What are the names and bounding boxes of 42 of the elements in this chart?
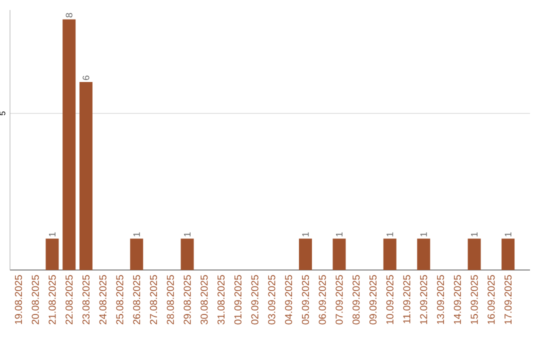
- x-tick-label: 23.08.2025: [82, 275, 90, 324]
- data-label: 1: [184, 232, 190, 236]
- x-tick-label: 02.09.2025: [251, 275, 258, 324]
- x-tick-label: 21.08.2025: [48, 275, 56, 324]
- data-label: 1: [49, 232, 56, 236]
- y-tick-label: 5: [0, 111, 6, 116]
- x-tick-label: 20.08.2025: [32, 275, 39, 324]
- x-tick-label: 27.08.2025: [150, 275, 158, 324]
- x-tick-label: 09.09.2025: [369, 275, 377, 324]
- x-tick-label: 19.08.2025: [14, 275, 22, 324]
- data-label: 8: [66, 13, 72, 18]
- x-tick-label: 05.09.2025: [302, 275, 310, 324]
- data-label: 1: [504, 232, 512, 236]
- x-tick-label: 16.09.2025: [488, 275, 495, 324]
- x-tick-label: 30.08.2025: [200, 275, 208, 324]
- x-tick-label: 10.09.2025: [386, 275, 394, 324]
- data-label: 1: [336, 232, 342, 236]
- x-tick-label: 03.09.2025: [268, 275, 276, 324]
- x-tick-label: 29.08.2025: [184, 275, 191, 324]
- x-tick-label: 14.09.2025: [454, 275, 461, 324]
- x-tick-label: 22.08.2025: [66, 275, 73, 324]
- x-tick-label: 26.08.2025: [133, 275, 140, 324]
- data-label: 1: [420, 232, 427, 236]
- x-tick-label: 24.08.2025: [99, 275, 106, 324]
- data-label: 6: [82, 76, 90, 80]
- x-tick-label: 07.09.2025: [336, 275, 343, 324]
- x-tick-label: 06.09.2025: [318, 275, 326, 324]
- data-label: 1: [471, 232, 478, 236]
- x-tick-label: 01.09.2025: [234, 275, 242, 324]
- x-tick-label: 25.08.2025: [116, 275, 124, 324]
- x-tick-label: 31.08.2025: [218, 275, 225, 324]
- x-tick-label: 15.09.2025: [470, 275, 478, 324]
- x-tick-label: 28.08.2025: [166, 275, 174, 324]
- data-label: 1: [386, 232, 394, 236]
- data-label: 1: [302, 232, 309, 236]
- x-tick-label: 13.09.2025: [436, 275, 444, 324]
- x-tick-label: 04.09.2025: [285, 275, 292, 324]
- x-tick-label: 12.09.2025: [420, 275, 428, 324]
- data-label: 1: [133, 232, 140, 236]
- x-tick-label: 08.09.2025: [352, 275, 360, 324]
- x-tick-label: 11.09.2025: [403, 275, 410, 324]
- x-tick-label: 17.09.2025: [504, 275, 512, 324]
